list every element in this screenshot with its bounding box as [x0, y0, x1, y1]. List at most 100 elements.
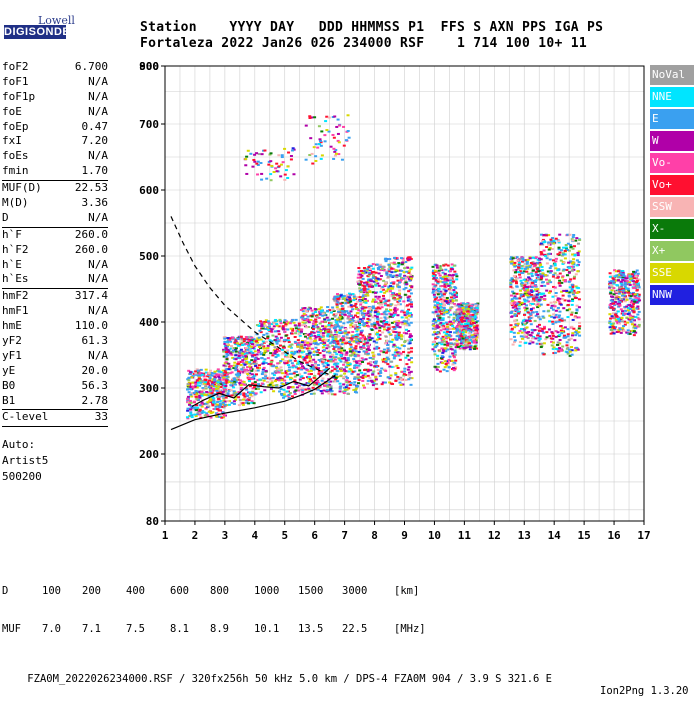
echo-point	[339, 303, 342, 305]
echo-point	[309, 358, 312, 360]
echo-point	[369, 268, 372, 270]
echo-point	[453, 362, 456, 364]
echo-point	[331, 370, 334, 372]
echo-point	[325, 367, 328, 369]
echo-point	[294, 341, 297, 343]
echo-point	[348, 370, 351, 372]
echo-point	[394, 372, 397, 374]
echo-point	[535, 311, 538, 313]
echo-point	[578, 306, 581, 308]
echo-point	[293, 372, 296, 374]
echo-cluster	[384, 256, 414, 386]
echo-point	[374, 285, 377, 287]
echo-point	[555, 310, 558, 312]
echo-point	[523, 289, 526, 291]
echo-point	[437, 281, 440, 283]
echo-point	[390, 314, 393, 316]
echo-point	[283, 380, 286, 382]
echo-point	[559, 285, 562, 287]
echo-point	[229, 384, 232, 386]
echo-point	[266, 333, 269, 335]
echo-point	[557, 341, 560, 343]
echo-point	[513, 336, 516, 338]
echo-point	[263, 367, 266, 369]
echo-point	[290, 328, 293, 330]
echo-point	[405, 379, 408, 381]
echo-point	[394, 269, 397, 271]
echo-point	[294, 389, 297, 391]
echo-point	[321, 392, 324, 394]
echo-point	[561, 275, 564, 277]
echo-point	[209, 377, 212, 379]
echo-point	[338, 332, 341, 334]
echo-point	[230, 365, 233, 367]
echo-point	[432, 283, 435, 285]
echo-point	[571, 300, 574, 302]
echo-point	[408, 366, 411, 368]
echo-point	[562, 254, 565, 256]
echo-point	[543, 342, 546, 344]
echo-point	[562, 290, 565, 292]
echo-point	[335, 303, 338, 305]
echo-point	[552, 276, 555, 278]
echo-point	[330, 385, 333, 387]
echo-point	[322, 332, 325, 334]
echo-point	[223, 374, 226, 376]
echo-point	[367, 312, 370, 314]
echo-point	[341, 326, 344, 328]
echo-point	[403, 368, 406, 370]
echo-point	[510, 302, 513, 304]
echo-point	[262, 363, 265, 365]
echo-point	[529, 313, 532, 315]
echo-point	[401, 262, 404, 264]
echo-point	[438, 350, 441, 352]
echo-point	[516, 259, 519, 261]
echo-point	[453, 271, 456, 273]
echo-point	[363, 322, 366, 324]
echo-point	[621, 310, 624, 312]
echo-point	[550, 316, 553, 318]
echo-point	[384, 300, 387, 302]
echo-point	[197, 370, 200, 372]
echo-point	[338, 359, 341, 361]
echo-point	[388, 366, 391, 368]
echo-point	[371, 374, 374, 376]
echo-point	[250, 341, 253, 343]
echo-point	[448, 356, 451, 358]
echo-point	[401, 323, 404, 325]
echo-point	[193, 401, 196, 403]
echo-point	[223, 338, 226, 340]
echo-point	[258, 337, 261, 339]
echo-point	[440, 343, 443, 345]
echo-point	[367, 363, 370, 365]
echo-point	[521, 332, 524, 334]
echo-point	[573, 278, 576, 280]
echo-point	[288, 346, 291, 348]
echo-point	[545, 290, 548, 292]
echo-point	[294, 393, 297, 395]
echo-point	[244, 358, 247, 360]
echo-point	[578, 298, 581, 300]
echo-point	[558, 280, 561, 282]
echo-point	[442, 369, 445, 371]
echo-point	[513, 319, 516, 321]
echo-point	[322, 334, 325, 336]
echo-point	[364, 298, 367, 300]
echo-point	[393, 357, 396, 359]
echo-point	[573, 245, 576, 247]
echo-point	[211, 392, 214, 394]
echo-point	[440, 268, 443, 270]
echo-point	[243, 338, 246, 340]
echo-point	[233, 362, 236, 364]
echo-point	[514, 271, 517, 273]
echo-point	[215, 374, 218, 376]
echo-point	[323, 318, 326, 320]
echo-point	[390, 267, 393, 269]
echo-point	[247, 402, 250, 404]
echo-point	[313, 340, 316, 342]
echo-point	[570, 346, 573, 348]
echo-point	[467, 329, 470, 331]
echo-point	[265, 370, 268, 372]
echo-point	[217, 398, 220, 400]
echo-point	[540, 276, 543, 278]
